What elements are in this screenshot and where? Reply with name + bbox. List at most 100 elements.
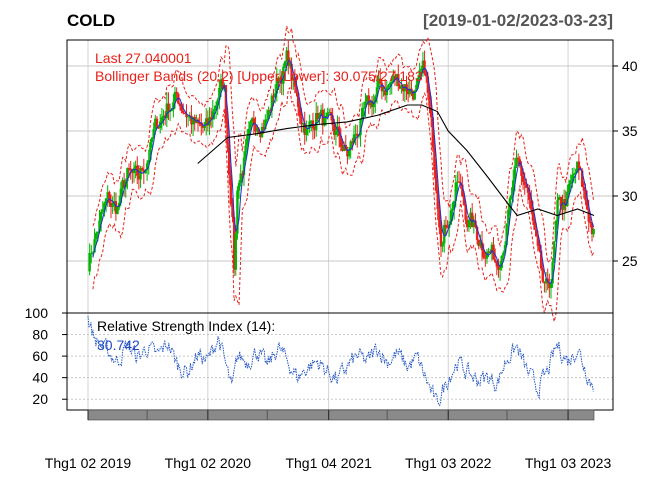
- candle-body: [564, 199, 567, 206]
- candle-body: [536, 236, 540, 246]
- candle-body: [571, 174, 574, 181]
- candle-body: [178, 103, 182, 107]
- candle-body: [405, 84, 408, 90]
- candle-body: [508, 198, 512, 210]
- candle-body: [410, 88, 413, 91]
- candle-body: [106, 192, 109, 199]
- candle-body: [544, 278, 548, 284]
- candle-body: [408, 88, 411, 95]
- candle-body: [144, 169, 147, 173]
- candle-body: [521, 175, 525, 182]
- candle-body: [428, 92, 431, 107]
- long-moving-average-line: [197, 104, 595, 217]
- candle-body: [90, 253, 93, 255]
- candle-body: [489, 251, 492, 254]
- candle-body: [155, 118, 159, 128]
- candle-body: [269, 110, 272, 112]
- candle-body: [556, 199, 559, 221]
- candle-body: [273, 93, 277, 98]
- candle-body: [114, 201, 118, 214]
- candle-body: [421, 60, 425, 69]
- candle-body: [456, 181, 459, 183]
- candle-body: [285, 50, 288, 62]
- candle-body: [559, 197, 563, 207]
- candle-body: [316, 113, 320, 120]
- candle-body: [287, 50, 290, 66]
- candle-body: [159, 121, 162, 129]
- legend-bollinger-bands: Bollinger Bands (20,2) [Upper/Lower]: 30…: [95, 68, 423, 84]
- candle-body: [485, 252, 489, 259]
- price-y-axis: 25 30 35 40: [613, 58, 638, 269]
- candle-body: [95, 233, 98, 240]
- candle-body: [103, 202, 106, 210]
- candle-body: [513, 166, 517, 181]
- candle-body: [520, 165, 523, 176]
- candle-body: [121, 180, 124, 189]
- rsi-tick-label: 60: [32, 348, 48, 364]
- candle-body: [441, 243, 444, 247]
- candle-body: [457, 181, 461, 183]
- candle-body: [469, 212, 472, 220]
- rsi-tick-label: 80: [32, 327, 48, 343]
- candle-body: [379, 78, 382, 83]
- x-axis-tick-label: Thg1 03 2023: [525, 455, 612, 471]
- candle-body: [423, 60, 426, 74]
- candle-body: [265, 119, 269, 121]
- candle-body: [515, 157, 518, 167]
- candle-body: [190, 115, 193, 125]
- candle-body: [326, 112, 329, 116]
- candle-body: [587, 209, 590, 222]
- candle-body: [512, 180, 515, 195]
- legend-rsi-value: 30.742: [97, 337, 140, 353]
- rsi-tick-label: 100: [25, 305, 49, 321]
- candle-body: [400, 85, 403, 89]
- candle-body: [415, 84, 418, 91]
- candle-body: [298, 107, 301, 117]
- candle-body: [131, 170, 134, 173]
- candle-body: [218, 87, 221, 100]
- candle-body: [429, 106, 433, 118]
- candle-body: [275, 77, 279, 94]
- candle-body: [226, 120, 229, 146]
- candle-body: [96, 231, 100, 234]
- candle-body: [375, 87, 379, 97]
- candle-body: [490, 244, 494, 254]
- candle-body: [237, 183, 241, 191]
- candle-body: [242, 157, 246, 176]
- candle-body: [548, 282, 551, 289]
- candle-body: [313, 128, 316, 131]
- candle-body: [439, 227, 443, 247]
- candle-body: [359, 119, 362, 136]
- candle-body: [541, 268, 544, 282]
- candle-body: [257, 128, 260, 133]
- rsi-plot-area: [87, 315, 594, 407]
- candle-body: [444, 224, 448, 228]
- candle-body: [438, 209, 441, 228]
- candle-body: [185, 113, 188, 118]
- candle-body: [543, 281, 546, 284]
- candle-body: [416, 77, 420, 85]
- candle-body: [497, 266, 500, 270]
- candle-body: [420, 68, 423, 71]
- candle-body: [531, 209, 535, 221]
- candle-body: [365, 95, 369, 102]
- candle-body: [232, 216, 236, 270]
- candle-body: [160, 117, 164, 122]
- candle-body: [167, 103, 170, 112]
- candle-body: [221, 79, 224, 90]
- candle-body: [507, 209, 510, 224]
- candle-body: [255, 128, 259, 132]
- candle-body: [88, 253, 91, 272]
- candle-body: [191, 116, 195, 125]
- candle-body: [211, 111, 214, 120]
- candle-body: [328, 112, 331, 114]
- candle-body: [300, 116, 303, 125]
- price-tick-label: 35: [622, 123, 638, 139]
- candle-body: [402, 85, 405, 92]
- candle-body: [472, 220, 476, 227]
- legend-rsi-title: Relative Strength Index (14):: [97, 318, 275, 334]
- candle-body: [482, 250, 485, 258]
- candle-body: [475, 226, 479, 240]
- candle-body: [157, 127, 160, 129]
